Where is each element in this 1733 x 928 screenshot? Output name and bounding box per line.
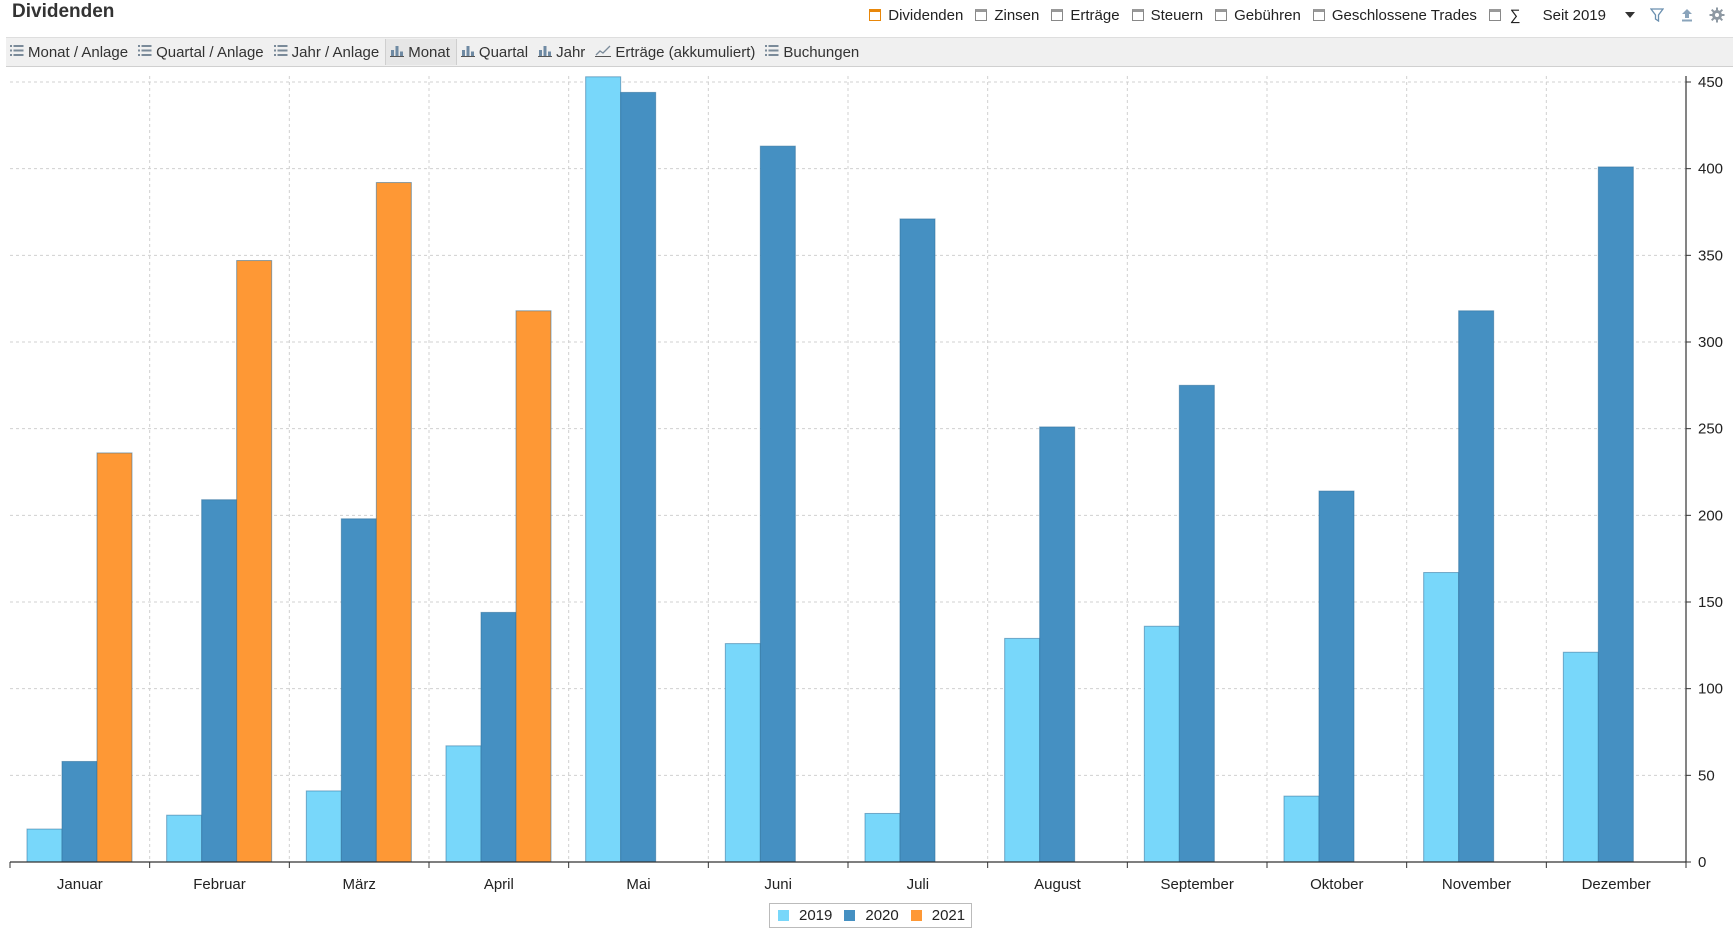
bar-2020-Oktober <box>1318 490 1355 863</box>
chevron-down-icon[interactable] <box>1625 12 1635 18</box>
legend-swatch <box>910 910 922 921</box>
checkbox-icon[interactable] <box>869 9 882 21</box>
chart-legend: 2019 2020 2021 <box>769 903 973 928</box>
y-tick-label: 100 <box>1698 681 1723 698</box>
x-tick-label: April <box>484 876 514 893</box>
tab-quartal[interactable]: Quartal <box>457 39 534 65</box>
y-tick-label: 300 <box>1698 334 1723 351</box>
period-dropdown[interactable]: Seit 2019 <box>1543 7 1635 24</box>
bar-2020-Januar <box>61 760 98 863</box>
bar-2020-März <box>340 518 377 863</box>
filter-icon[interactable] <box>1649 7 1665 23</box>
filter-dividenden[interactable]: Dividenden <box>869 7 963 24</box>
y-tick-label: 200 <box>1698 507 1723 524</box>
bar-2019-August <box>1004 637 1041 863</box>
y-tick-label: 0 <box>1698 854 1706 871</box>
bar-2019-Juni <box>724 643 761 863</box>
x-tick-label: März <box>342 876 375 893</box>
bar-2020-August <box>1039 426 1076 863</box>
bar-2020-Juni <box>759 145 796 863</box>
tab-monat[interactable]: Monat <box>385 39 457 65</box>
x-tick-label: November <box>1442 876 1511 893</box>
filter-geschlossene-trades[interactable]: Geschlossene Trades <box>1312 7 1477 24</box>
tab-ertraege-akkumuliert[interactable]: Erträge (akkumuliert) <box>591 39 761 65</box>
bar-2020-Dezember <box>1597 166 1634 863</box>
bar-2021-Januar <box>96 452 133 863</box>
bar-chart-icon <box>390 44 408 61</box>
x-tick-label: Juli <box>907 876 930 893</box>
x-tick-label: Dezember <box>1582 876 1651 893</box>
export-icon[interactable] <box>1679 7 1695 23</box>
tab-jahr-anlage[interactable]: Jahr / Anlage <box>270 39 386 65</box>
tab-jahr[interactable]: Jahr <box>534 39 591 65</box>
bar-2021-März <box>375 182 412 863</box>
settings-icon[interactable] <box>1709 7 1725 23</box>
list-icon <box>138 44 156 61</box>
view-toolbar: Monat / Anlage Quartal / Anlage Jahr / A… <box>6 37 1733 67</box>
legend-item-2019[interactable]: 2019 <box>778 907 832 924</box>
bar-2020-Februar <box>201 499 238 863</box>
y-tick-label: 150 <box>1698 594 1723 611</box>
legend-swatch <box>778 910 789 921</box>
x-tick-label: Februar <box>193 876 246 893</box>
bar-2019-März <box>305 790 342 863</box>
filter-steuern[interactable]: Steuern <box>1131 7 1203 24</box>
legend-item-2020[interactable]: 2020 <box>844 907 899 924</box>
y-tick-label: 400 <box>1698 161 1723 178</box>
bar-2020-September <box>1178 384 1215 863</box>
bar-2020-Mai <box>620 91 657 863</box>
period-label: Seit 2019 <box>1542 6 1606 24</box>
filter-sum[interactable]: ∑ <box>1488 7 1521 24</box>
x-tick-label: August <box>1034 876 1082 893</box>
checkbox-icon[interactable] <box>1215 9 1228 21</box>
line-chart-icon <box>595 44 615 61</box>
bar-2019-Januar <box>26 828 63 863</box>
checkbox-icon[interactable] <box>1051 9 1064 21</box>
tab-buchungen[interactable]: Buchungen <box>761 39 865 65</box>
bar-chart-icon <box>460 44 479 61</box>
legend-item-2021[interactable]: 2021 <box>910 907 965 924</box>
bar-2019-Oktober <box>1283 795 1320 863</box>
tab-quartal-anlage[interactable]: Quartal / Anlage <box>134 39 270 65</box>
bar-chart-icon <box>538 44 556 61</box>
page-title: Dividenden <box>12 1 115 22</box>
bar-2020-Juli <box>899 218 936 863</box>
x-tick-label: Oktober <box>1310 876 1363 893</box>
checkbox-icon[interactable] <box>975 9 988 21</box>
checkbox-icon[interactable] <box>1488 9 1501 21</box>
list-icon <box>273 44 292 61</box>
bar-2019-Mai <box>585 76 622 863</box>
y-tick-label: 50 <box>1698 767 1715 784</box>
bar-2019-September <box>1143 625 1180 863</box>
bar-2019-November <box>1423 572 1460 863</box>
bar-2021-Februar <box>236 260 273 863</box>
legend-swatch <box>844 910 856 921</box>
title-bar: Dividenden Dividenden Zinsen Erträge Ste… <box>0 0 1733 34</box>
filter-bar: Dividenden Zinsen Erträge Steuern Gebühr… <box>857 3 1725 27</box>
filter-ertraege[interactable]: Erträge <box>1051 7 1120 24</box>
y-tick-label: 250 <box>1698 421 1723 438</box>
bar-2019-Dezember <box>1562 651 1599 863</box>
x-tick-label: September <box>1160 876 1233 893</box>
bar-2021-April <box>515 310 552 863</box>
y-tick-label: 350 <box>1698 247 1723 264</box>
bar-2020-November <box>1458 310 1495 863</box>
dividend-bar-chart: 0 50 100 150 200 250 300 350 400 450 Januar Februar… <box>9 74 1723 893</box>
filter-gebuehren[interactable]: Gebühren <box>1215 7 1301 24</box>
x-tick-label: Juni <box>764 876 792 893</box>
bar-2019-April <box>445 745 482 863</box>
filter-zinsen[interactable]: Zinsen <box>975 7 1039 24</box>
x-tick-label: Mai <box>626 876 650 893</box>
bar-2019-Februar <box>166 814 203 863</box>
y-tick-label: 450 <box>1698 74 1723 91</box>
tab-monat-anlage[interactable]: Monat / Anlage <box>6 39 134 65</box>
checkbox-icon[interactable] <box>1312 9 1325 21</box>
x-tick-label: Januar <box>57 876 103 893</box>
list-icon <box>10 44 28 61</box>
checkbox-icon[interactable] <box>1131 9 1144 21</box>
list-icon <box>765 44 783 61</box>
bar-2019-Juli <box>864 812 901 863</box>
bar-2020-April <box>480 611 517 863</box>
